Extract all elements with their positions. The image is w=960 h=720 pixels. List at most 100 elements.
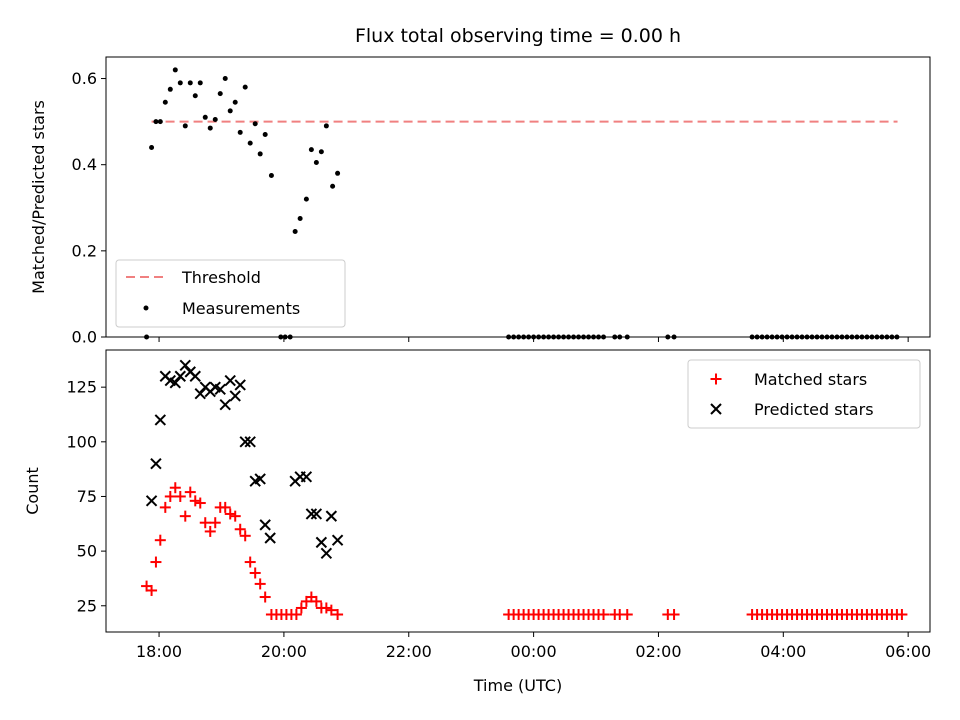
bottom-y-tick-label: 50 [77,542,97,561]
matched-stars-points [141,482,908,621]
bottom-plot-frame [105,349,931,633]
predicted-star-point [219,398,231,411]
x-stroke-b [710,403,722,415]
matched-star-point [199,517,211,529]
measurement-point [227,108,233,114]
top-y-tick-label: 0.0 [72,328,97,347]
top-x-ticks [158,337,909,342]
top-legend-box [115,259,346,328]
x-stroke-b [310,508,323,520]
legend-x-mark [710,403,722,415]
bottom-x-tick-label: 18:00 [136,642,182,661]
measurement-point [162,99,168,105]
x-stroke-b [174,370,186,382]
matched-star-point [146,584,158,596]
predicted-star-point [259,519,271,531]
matched-star-point [310,595,322,607]
top-y-tick-label: 0.2 [72,241,97,260]
matched-star-point [194,497,206,509]
matched-star-point [896,609,908,621]
x-stroke-b [194,388,206,400]
measurement-point [187,80,193,86]
bottom-x-tick-label: 06:00 [885,642,931,661]
bottom-x-tick-label: 02:00 [635,642,681,661]
x-stroke-b [189,370,201,382]
measurement-point [202,114,208,120]
predicted-star-point [154,414,167,426]
measurement-point [222,76,228,82]
measurement-point [292,228,298,234]
matched-star-point [320,602,332,614]
measurement-point [313,160,319,166]
legend-measurements-swatch [143,305,149,311]
x-stroke-b [169,377,181,389]
measurement-point [207,125,213,131]
predicted-star-point [174,370,186,382]
measurement-point [237,129,243,135]
x-stroke-b [150,457,162,470]
x-stroke-b [234,379,246,391]
measurement-point [153,119,159,125]
matched-star-point [234,523,246,535]
matched-star-point [219,501,231,513]
legend-threshold-label: Threshold [181,268,261,287]
x-stroke-b [264,532,276,544]
bottom-legend: Matched stars Predicted stars [687,359,921,429]
measurement-point [297,216,303,222]
matched-star-point [209,517,221,529]
measurement-point [197,80,203,86]
x-axis-label: Time (UTC) [473,676,562,695]
matched-star-point [159,501,171,513]
bottom-y-tick-label: 125 [66,378,97,397]
bottom-y-tick-label: 100 [66,432,97,451]
measurement-point [257,151,263,157]
measurement-point [182,123,188,129]
predicted-star-point [150,457,162,470]
legend-predicted-label: Predicted stars [754,400,874,419]
matched-star-point [244,556,256,568]
measurement-point [303,196,309,202]
measurement-point [212,116,218,122]
measurement-point [167,86,173,92]
bottom-x-ticks: 18:00 20:00 22:00 00:00 02:00 04:00 06:00 [136,632,931,661]
predicted-star-point [234,379,246,391]
matched-star-point [290,609,302,621]
measurement-point [252,121,258,127]
predicted-star-point [300,471,313,483]
top-panel: Flux total observing time = 0.00 h 0.00.… [29,25,931,347]
bottom-x-tick-label: 22:00 [386,642,432,661]
x-stroke-b [259,519,271,531]
bottom-legend-box [687,359,921,429]
bottom-x-tick-label: 00:00 [511,642,557,661]
x-stroke-b [320,547,333,560]
measurement-point [242,84,248,90]
matched-star-point [184,486,196,498]
legend-matched-swatch [710,373,722,385]
x-stroke-b [244,436,256,448]
measurement-point [149,144,155,150]
measurement-point [268,172,274,178]
bottom-panel: 25 50 75 100 125 18:00 20:00 22:00 00:00 02:00 04… [23,349,931,695]
top-y-axis-label: Matched/Predicted stars [29,100,48,294]
bottom-y-axis-label: Count [23,467,42,515]
matched-star-point [259,591,271,603]
bottom-x-tick-label: 04:00 [760,642,806,661]
predicted-star-point [264,532,276,544]
x-stroke-b [315,536,328,549]
x-stroke-b [145,495,158,507]
predicted-star-point [179,359,191,372]
legend-measurements-label: Measurements [182,299,300,318]
measurement-point [217,91,223,97]
measurement-points [144,67,900,340]
measurement-point [330,183,336,189]
bottom-y-tick-label: 25 [77,596,97,615]
top-y-tick-label: 0.4 [72,155,97,174]
matched-star-point [229,510,241,522]
predicted-star-point [315,536,328,549]
predicted-star-point [214,383,226,396]
predicted-star-point [189,370,201,382]
bottom-y-ticks: 25 50 75 100 125 [66,378,106,615]
top-legend: Threshold Measurements [115,259,346,328]
predicted-star-point [305,508,318,520]
matched-star-point [239,530,251,542]
